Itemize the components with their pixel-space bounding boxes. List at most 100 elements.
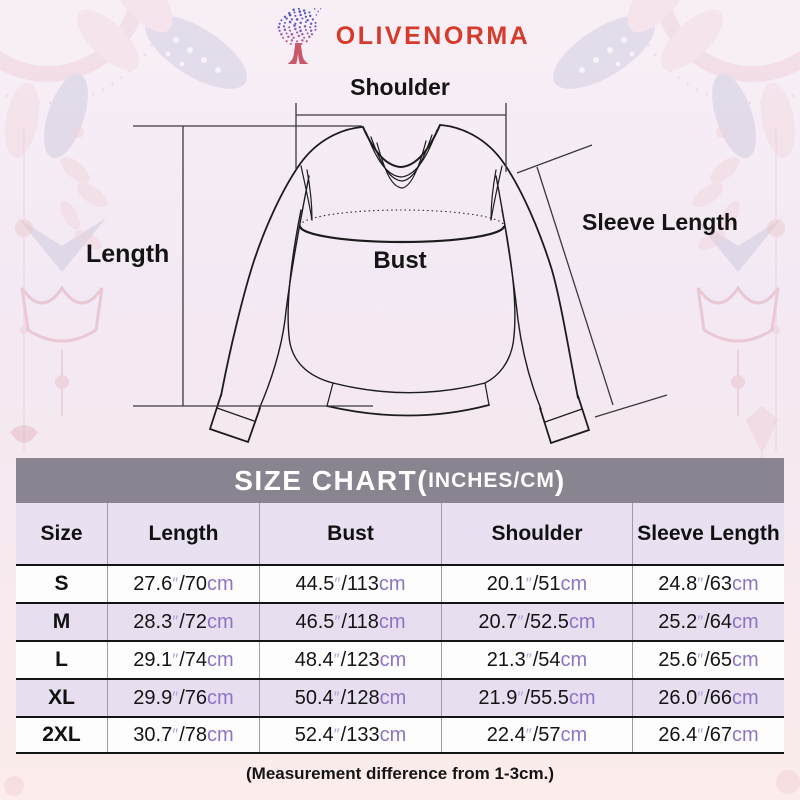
inch-mark: ″ [697, 574, 704, 593]
inch-mark: ″ [172, 574, 179, 593]
separator: / [704, 723, 710, 746]
cm-label: cm [732, 610, 759, 633]
separator: / [340, 723, 347, 746]
inch-mark: ″ [525, 725, 532, 744]
inch-mark: ″ [333, 725, 340, 744]
separator: / [704, 610, 710, 633]
separator: / [179, 610, 185, 633]
bust-value: 50.4 ″/128 cm [259, 680, 441, 716]
inch-mark: ″ [334, 612, 341, 631]
separator: / [341, 610, 347, 633]
inch-mark: ″ [525, 650, 532, 669]
column-header-size: Size [40, 521, 83, 545]
separator: / [704, 686, 710, 709]
sleeve-length-value: 24.8 ″/63 cm [632, 566, 784, 602]
separator: / [179, 572, 185, 595]
sweater-outline [208, 124, 591, 445]
title-sub: INCHES/CM [428, 468, 555, 492]
inch-mark: ″ [697, 612, 704, 631]
separator: / [532, 572, 539, 595]
cm-label: cm [568, 610, 596, 633]
cm-label: cm [207, 648, 234, 671]
length-value: 30.7 ″/78 cm [107, 718, 259, 752]
inch-mark: ″ [697, 725, 704, 744]
shoulder-value: 21.9 ″/55.5 cm [441, 680, 632, 716]
size-value: XL [48, 686, 75, 709]
inch-mark: ″ [172, 688, 179, 707]
length-value: 29.1 ″/74 cm [107, 642, 259, 678]
cm-label: cm [732, 572, 759, 595]
table-row-m: M 28.3 ″/72 cm 46.5 ″/118 cm 20.7 ″/52.5 cm 25… [16, 602, 784, 640]
cm-label: cm [560, 648, 588, 671]
sleeve-length-label: Sleeve Length [582, 209, 738, 235]
cm-label: cm [207, 686, 234, 709]
cm-label: cm [732, 723, 759, 746]
table-row-xl: XL 29.9 ″/76 cm 50.4 ″/128 cm 21.9 ″/55.5 cm 2… [16, 678, 784, 716]
separator: / [532, 723, 539, 746]
separator: / [179, 648, 185, 671]
table-row-l: L 29.1 ″/74 cm 48.4 ″/123 cm 21.3 ″/54 cm 25.6… [16, 640, 784, 678]
length-label: Length [86, 240, 170, 268]
size-value: 2XL [42, 723, 81, 746]
shoulder-value: 21.3 ″/54 cm [441, 642, 632, 678]
separator: / [179, 686, 185, 709]
column-header-sleeve-length: Sleeve Length [632, 503, 784, 564]
inch-mark: ″ [334, 574, 341, 593]
cm-label: cm [560, 723, 588, 746]
length-value: 29.9 ″/76 cm [107, 680, 259, 716]
table-row-s: S 27.6 ″/70 cm 44.5 ″/113 cm 20.1 ″/51 cm 24.8… [16, 564, 784, 602]
separator: / [704, 572, 710, 595]
shoulder-value: 22.4 ″/57 cm [441, 718, 632, 752]
inch-mark: ″ [333, 650, 340, 669]
size-value: M [52, 610, 71, 633]
table-row-2xl: 2XL 30.7 ″/78 cm 52.4 ″/133 cm 22.4 ″/57 cm 26… [16, 716, 784, 754]
shoulder-label: Shoulder [350, 74, 450, 100]
bust-label: Bust [373, 247, 427, 274]
sleeve-length-value: 26.0 ″/66 cm [632, 680, 784, 716]
title-end: ) [554, 464, 566, 496]
cm-label: cm [379, 723, 407, 746]
length-value: 28.3 ″/72 cm [107, 604, 259, 640]
column-header-bust: Bust [259, 503, 441, 564]
bust-ellipse [298, 209, 506, 244]
inch-mark: ″ [517, 688, 524, 707]
tree-logo-icon [277, 7, 322, 64]
sleeve-length-value: 25.2 ″/64 cm [632, 604, 784, 640]
bust-value: 44.5 ″/113 cm [259, 566, 441, 602]
cm-label: cm [732, 648, 759, 671]
shoulder-value: 20.7 ″/52.5 cm [441, 604, 632, 640]
separator: / [179, 723, 185, 746]
inch-mark: ″ [697, 650, 704, 669]
inch-mark: ″ [697, 688, 704, 707]
bust-value: 48.4 ″/123 cm [259, 642, 441, 678]
inch-mark: ″ [517, 612, 524, 631]
inch-mark: ″ [525, 574, 532, 593]
cm-label: cm [207, 610, 234, 633]
separator: / [341, 572, 347, 595]
size-value: L [55, 648, 68, 671]
sweater-diagram [133, 103, 668, 445]
cm-label: cm [378, 610, 406, 633]
inch-mark: ″ [333, 688, 340, 707]
separator: / [704, 648, 710, 671]
size-chart-table: SIZE CHART(INCHES/CM) Size Length Bust S… [16, 458, 784, 754]
separator: / [524, 610, 530, 633]
separator: / [340, 648, 347, 671]
cm-label: cm [207, 723, 234, 746]
cm-label: cm [560, 572, 588, 595]
measurement-footnote: (Measurement difference from 1-3cm.) [246, 764, 554, 783]
size-chart-title-bar: SIZE CHART(INCHES/CM) [16, 458, 784, 503]
title-main: SIZE CHART( [234, 464, 429, 496]
sleeve-length-value: 25.6 ″/65 cm [632, 642, 784, 678]
measurement-lines [133, 103, 668, 418]
inch-mark: ″ [172, 650, 179, 669]
separator: / [340, 686, 347, 709]
inch-mark: ″ [172, 612, 179, 631]
cm-label: cm [378, 572, 406, 595]
cm-label: cm [732, 686, 759, 709]
cm-label: cm [207, 572, 234, 595]
cm-label: cm [379, 686, 407, 709]
length-value: 27.6 ″/70 cm [107, 566, 259, 602]
cm-label: cm [568, 686, 596, 709]
